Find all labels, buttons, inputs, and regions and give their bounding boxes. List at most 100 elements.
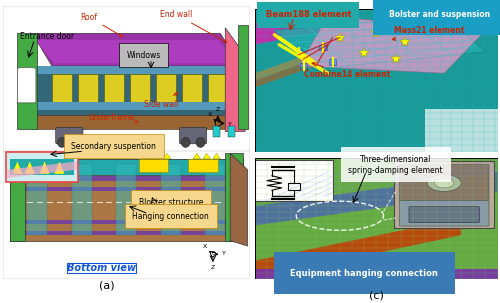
Polygon shape bbox=[10, 220, 242, 224]
FancyBboxPatch shape bbox=[320, 45, 326, 50]
FancyBboxPatch shape bbox=[425, 109, 498, 152]
Circle shape bbox=[72, 138, 81, 147]
Polygon shape bbox=[130, 74, 150, 102]
Polygon shape bbox=[104, 74, 124, 102]
Polygon shape bbox=[255, 52, 316, 80]
FancyBboxPatch shape bbox=[295, 49, 302, 55]
Polygon shape bbox=[156, 74, 176, 102]
Circle shape bbox=[181, 138, 190, 147]
Circle shape bbox=[427, 175, 461, 191]
Polygon shape bbox=[213, 153, 220, 159]
FancyBboxPatch shape bbox=[255, 158, 498, 279]
Polygon shape bbox=[208, 74, 228, 102]
FancyBboxPatch shape bbox=[409, 207, 480, 222]
Text: Hanging connection: Hanging connection bbox=[132, 211, 209, 221]
FancyBboxPatch shape bbox=[116, 164, 136, 235]
Polygon shape bbox=[193, 153, 200, 159]
Text: Underframe: Underframe bbox=[88, 113, 138, 123]
Polygon shape bbox=[32, 66, 240, 74]
Polygon shape bbox=[274, 16, 486, 69]
FancyBboxPatch shape bbox=[10, 153, 25, 241]
Text: Side wall: Side wall bbox=[144, 93, 178, 109]
FancyBboxPatch shape bbox=[213, 126, 220, 137]
FancyBboxPatch shape bbox=[18, 67, 36, 103]
Circle shape bbox=[434, 178, 454, 188]
Polygon shape bbox=[40, 161, 50, 174]
Polygon shape bbox=[25, 161, 34, 174]
Text: Bottom view: Bottom view bbox=[67, 263, 136, 273]
Polygon shape bbox=[255, 172, 498, 225]
FancyBboxPatch shape bbox=[27, 164, 47, 235]
Polygon shape bbox=[10, 159, 242, 241]
FancyBboxPatch shape bbox=[188, 159, 218, 172]
Text: End wall: End wall bbox=[160, 10, 227, 42]
Circle shape bbox=[58, 138, 66, 147]
Polygon shape bbox=[10, 176, 242, 181]
FancyBboxPatch shape bbox=[56, 127, 83, 144]
FancyBboxPatch shape bbox=[138, 159, 168, 172]
Polygon shape bbox=[203, 153, 210, 159]
Polygon shape bbox=[164, 153, 171, 159]
FancyBboxPatch shape bbox=[255, 9, 498, 152]
Text: Z: Z bbox=[211, 265, 215, 270]
FancyBboxPatch shape bbox=[161, 164, 180, 235]
FancyBboxPatch shape bbox=[400, 201, 489, 226]
Polygon shape bbox=[255, 59, 316, 87]
Text: Roof: Roof bbox=[80, 13, 123, 37]
FancyBboxPatch shape bbox=[238, 25, 248, 129]
Polygon shape bbox=[154, 153, 161, 159]
Text: X: X bbox=[208, 112, 212, 117]
Polygon shape bbox=[144, 153, 151, 159]
Text: Y: Y bbox=[222, 251, 226, 256]
Polygon shape bbox=[32, 102, 240, 110]
FancyBboxPatch shape bbox=[6, 152, 78, 182]
Text: (a): (a) bbox=[98, 280, 114, 290]
FancyBboxPatch shape bbox=[206, 164, 225, 235]
Polygon shape bbox=[32, 33, 240, 66]
Text: Windows: Windows bbox=[126, 51, 160, 60]
FancyBboxPatch shape bbox=[300, 63, 307, 69]
FancyBboxPatch shape bbox=[180, 127, 206, 144]
Polygon shape bbox=[230, 153, 248, 246]
Text: Z: Z bbox=[216, 107, 220, 112]
Polygon shape bbox=[255, 218, 461, 279]
Text: Bolster and suspension: Bolster and suspension bbox=[388, 10, 490, 19]
Text: Three-dimensional
spring-damping element: Three-dimensional spring-damping element bbox=[348, 155, 443, 175]
FancyBboxPatch shape bbox=[255, 160, 332, 201]
Text: Entrance door: Entrance door bbox=[20, 32, 74, 41]
Text: Equipment hanging connection: Equipment hanging connection bbox=[290, 269, 438, 278]
FancyBboxPatch shape bbox=[40, 159, 70, 172]
Text: (c): (c) bbox=[369, 291, 384, 301]
FancyBboxPatch shape bbox=[72, 164, 92, 235]
Text: Y: Y bbox=[228, 122, 232, 127]
Text: (b): (b) bbox=[368, 161, 384, 171]
FancyBboxPatch shape bbox=[2, 6, 250, 279]
Polygon shape bbox=[8, 161, 77, 178]
Text: O: O bbox=[212, 251, 215, 256]
Text: O: O bbox=[217, 119, 220, 125]
Polygon shape bbox=[32, 66, 240, 115]
Text: Mass21 element: Mass21 element bbox=[392, 26, 465, 40]
Text: Secondary suspention: Secondary suspention bbox=[72, 142, 156, 151]
Polygon shape bbox=[10, 187, 242, 191]
FancyBboxPatch shape bbox=[10, 159, 74, 175]
FancyBboxPatch shape bbox=[228, 126, 235, 137]
FancyBboxPatch shape bbox=[329, 59, 336, 65]
Polygon shape bbox=[10, 159, 242, 175]
Polygon shape bbox=[225, 28, 245, 132]
FancyBboxPatch shape bbox=[394, 161, 494, 228]
Polygon shape bbox=[10, 231, 242, 235]
Polygon shape bbox=[54, 153, 62, 159]
Text: Front view: Front view bbox=[85, 143, 142, 153]
Polygon shape bbox=[52, 74, 72, 102]
Polygon shape bbox=[32, 115, 240, 129]
Polygon shape bbox=[255, 269, 498, 279]
Polygon shape bbox=[12, 161, 22, 174]
Polygon shape bbox=[44, 153, 52, 159]
Polygon shape bbox=[298, 16, 486, 73]
Polygon shape bbox=[255, 9, 328, 45]
Polygon shape bbox=[34, 40, 238, 63]
Polygon shape bbox=[64, 153, 72, 159]
FancyBboxPatch shape bbox=[400, 164, 489, 201]
Polygon shape bbox=[54, 161, 64, 174]
